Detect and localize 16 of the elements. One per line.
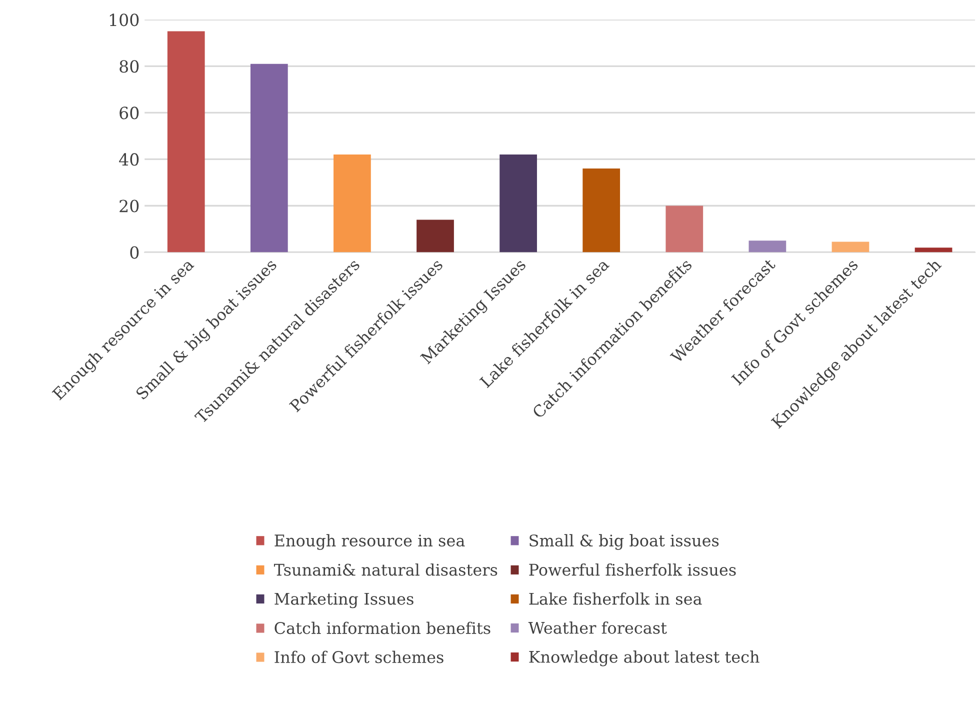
legend-label: Lake fisherfolk in sea [529, 592, 702, 605]
legend-label: Powerful fisherfolk issues [529, 563, 736, 576]
legend-label: Marketing Issues [274, 592, 414, 608]
legend-label: Knowledge about latest tech [529, 650, 760, 666]
legend-label: Tsunami& natural disasters [274, 563, 498, 576]
y-tick-label: 100 [110, 14, 139, 26]
legend-label: Small & big boat issues [530, 534, 719, 550]
y-tick-label: 0 [130, 246, 139, 259]
legend-label: Info of Govt schemes [274, 650, 444, 664]
legend-label: Weather forecast [528, 622, 667, 634]
y-tick-label: 40 [119, 153, 139, 166]
y-tick-label: 20 [120, 200, 139, 212]
legend-label: Enough resource in sea [274, 534, 465, 550]
y-tick-label: 60 [120, 106, 139, 120]
legend-label: Catch information benefits [274, 622, 490, 634]
y-tick-label: 80 [120, 60, 139, 73]
